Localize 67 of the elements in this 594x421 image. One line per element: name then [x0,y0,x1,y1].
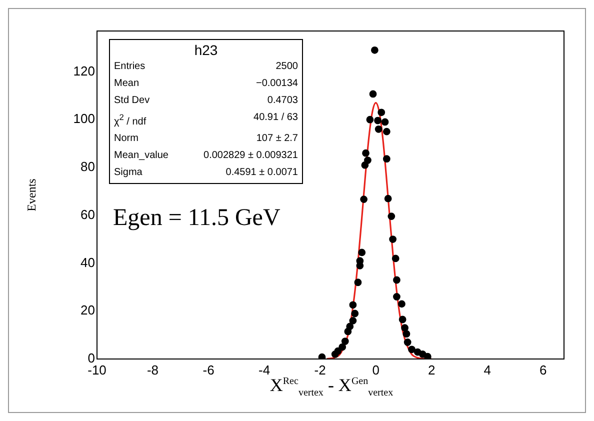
point [351,310,359,318]
point [398,316,406,324]
point [382,128,390,136]
annotation: 0.4591 ± 0.0071 [226,166,298,180]
point [393,276,400,284]
y-tick-label: 120 [73,63,95,78]
point [388,212,396,220]
annotation: 0.4703 [267,94,298,108]
annotation: Norm [114,132,138,146]
point [334,347,342,355]
annotation: Mean [114,77,140,91]
annotation: −0.00134 [256,77,298,91]
point [338,343,346,351]
point [402,330,410,338]
annotation: 40.91 / 63 [254,111,298,125]
point [378,108,386,116]
point [393,293,400,300]
point [374,116,382,124]
point [408,346,416,354]
y-tick-label: 100 [73,111,95,126]
point [346,322,354,330]
annotation: h23 [193,42,219,58]
annotation: Entries [114,60,146,74]
annotation: 107 ± 2.7 [256,132,298,146]
y-tick-label: 60 [80,206,95,222]
point [401,324,408,332]
point [374,125,382,133]
x-tick-label: 4 [484,362,491,378]
y-tick-label: 40 [80,254,95,270]
point [349,316,357,324]
annotation: 0.002829 ± 0.009321 [204,149,298,164]
point [384,194,392,202]
point [354,278,362,286]
point [341,338,349,345]
annotation: Egen = 11.5 GeV [113,205,280,232]
point [398,300,406,308]
x-tick-label: -8 [146,362,159,378]
point [389,236,397,243]
x-tick-label: 0 [372,362,380,378]
point [381,118,389,126]
point [362,149,370,157]
point [382,155,390,163]
line-series [326,102,432,359]
annotation: 2500 [276,60,298,74]
point [392,254,400,262]
y-axis-title: Events [24,178,38,212]
x-tick-label: 6 [539,362,547,378]
point [366,116,374,124]
annotation: Mean_value [114,149,168,164]
point [318,353,326,359]
x-tick-label: -4 [258,362,270,378]
point [369,90,377,98]
x-tick-label: 2 [428,362,436,378]
y-tick-label: 80 [80,159,95,174]
point [424,352,432,359]
annotation: Std Dev [114,94,150,108]
x-tick-label: -2 [314,362,326,378]
y-tick-label: 20 [80,302,95,318]
point [370,46,378,54]
point [404,338,412,346]
annotation: χ$^{2}$ / ndf [114,111,146,130]
point [364,156,372,164]
x-tick-label: -6 [202,362,214,378]
point [349,301,357,309]
point [358,248,366,256]
point [360,196,368,204]
annotation: Sigma [114,166,142,180]
